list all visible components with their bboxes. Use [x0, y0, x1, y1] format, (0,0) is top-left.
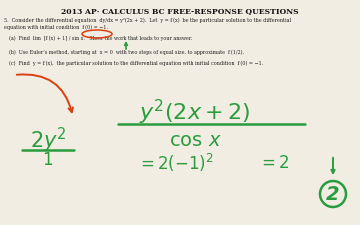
- Text: (b)  Use Euler’s method, starting at  x = 0  with two steps of equal size, to ap: (b) Use Euler’s method, starting at x = …: [9, 50, 244, 55]
- Text: (a)  Find  lim  [f (x) + 1] / sin x.   Show the work that leads to your answer.: (a) Find lim [f (x) + 1] / sin x. Show t…: [9, 36, 192, 41]
- Text: $\mathrm{cos}\ x$: $\mathrm{cos}\ x$: [168, 130, 221, 149]
- Text: $= 2(-1)^2$: $= 2(-1)^2$: [136, 152, 213, 174]
- Text: equation with initial condition  f (0) = −1.: equation with initial condition f (0) = …: [4, 25, 108, 30]
- Text: 5.  Consider the differential equation  dy/dx = y²(2x + 2).  Let  y = f (x)  be : 5. Consider the differential equation dy…: [4, 18, 291, 23]
- Text: 2013 AP· CALCULUS BC FREE-RESPONSE QUESTIONS: 2013 AP· CALCULUS BC FREE-RESPONSE QUEST…: [61, 7, 299, 15]
- Text: $= 2$: $= 2$: [258, 154, 289, 172]
- Text: (c)  Find  y = f (x),  the particular solution to the differential equation with: (c) Find y = f (x), the particular solut…: [9, 61, 263, 66]
- Text: $2y^2$: $2y^2$: [30, 125, 66, 155]
- Text: $y^2(2x+2)$: $y^2(2x+2)$: [139, 97, 251, 127]
- FancyArrowPatch shape: [17, 74, 73, 112]
- Text: $1$: $1$: [42, 151, 54, 169]
- Text: 2: 2: [326, 184, 340, 203]
